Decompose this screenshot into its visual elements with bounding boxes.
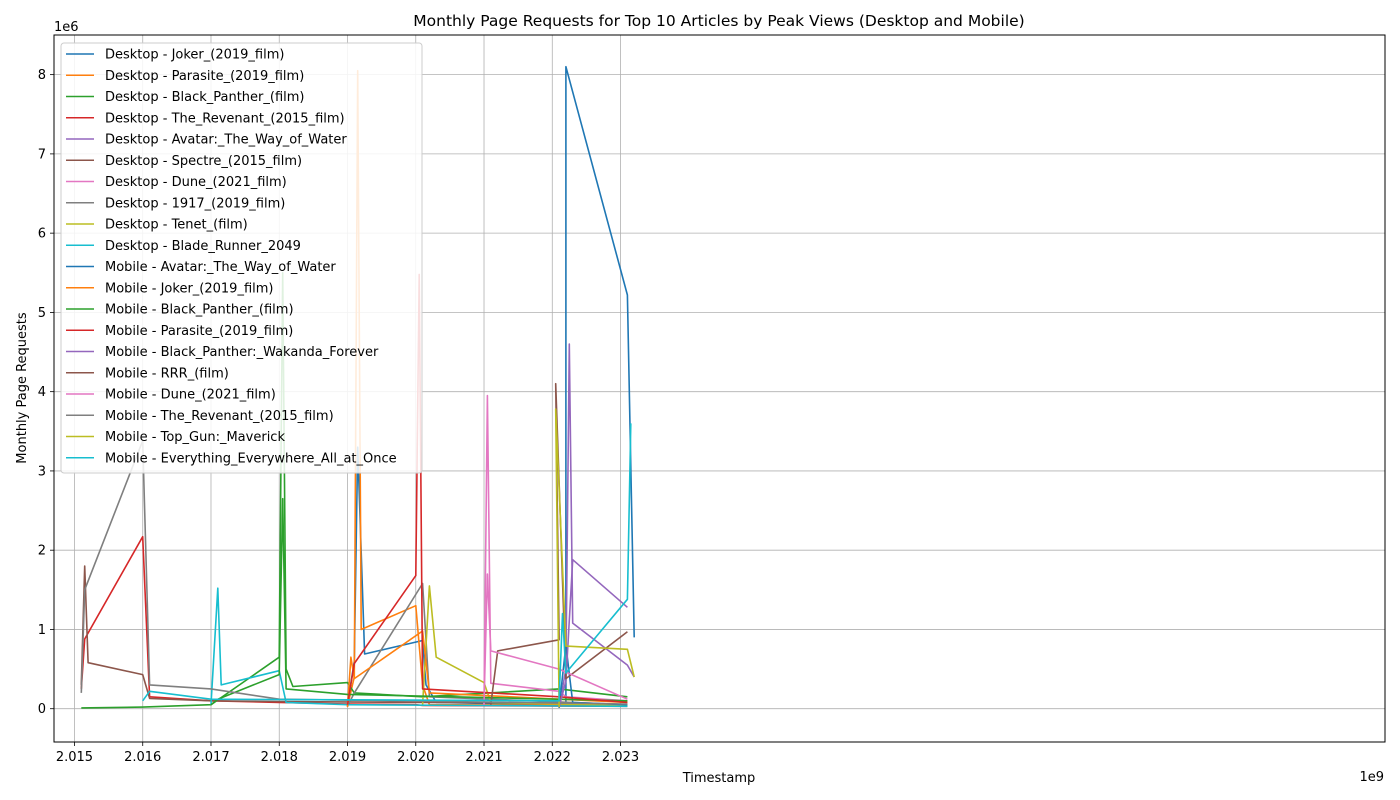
legend: Desktop - Joker_(2019_film) Desktop - Par… — [60, 42, 423, 474]
legend-entry: Desktop - Avatar:_The_Way_of_Water — [105, 133, 347, 148]
series-line-17 — [483, 573, 628, 705]
legend-entry: Desktop - Parasite_(2019_film) — [105, 69, 304, 84]
chart-title: Monthly Page Requests for Top 10 Article… — [413, 12, 1024, 30]
x-tick-label: 2.021 — [465, 750, 502, 765]
legend-entry: Mobile - Black_Panther_(film) — [105, 303, 294, 318]
y-axis-offset-label: 1e6 — [54, 20, 79, 35]
y-tick-label: 4 — [38, 385, 46, 400]
legend-entry: Mobile - Joker_(2019_film) — [105, 281, 274, 296]
plot-frame — [53, 34, 1386, 743]
y-axis-label: Monthly Page Requests — [15, 312, 30, 464]
series-line-8 — [346, 582, 628, 707]
legend-entry: Mobile - Avatar:_The_Way_of_Water — [105, 260, 336, 275]
series-lines — [80, 65, 635, 709]
legend-entry: Desktop - Blade_Runner_2049 — [105, 239, 301, 254]
y-tick-label: 2 — [38, 544, 46, 559]
series-line-12 — [346, 630, 628, 708]
y-tick-label: 8 — [38, 68, 46, 83]
legend-entry: Desktop - Joker_(2019_film) — [105, 48, 284, 63]
x-tick-label: 2.018 — [261, 750, 298, 765]
y-tick-label: 1 — [38, 623, 46, 638]
legend-entry: Mobile - Black_Panther:_Wakanda_Forever — [105, 345, 379, 360]
legend-entry: Mobile - Top_Gun:_Maverick — [105, 430, 285, 445]
x-tick-label: 2.017 — [192, 750, 229, 765]
legend-entry: Mobile - Everything_Everywhere_All_at_On… — [105, 451, 397, 466]
series-line-20 — [142, 423, 632, 702]
axis-ticks: 2.015 2.016 2.017 2.018 2.019 2.020 2.021 2.022… — [38, 68, 639, 765]
series-line-5 — [558, 343, 635, 708]
legend-entry: Desktop - Spectre_(2015_film) — [105, 154, 302, 169]
x-tick-label: 2.015 — [56, 750, 93, 765]
y-tick-label: 3 — [38, 464, 46, 479]
legend-entry: Desktop - Dune_(2021_film) — [105, 175, 287, 190]
x-axis-label: Timestamp — [682, 771, 756, 786]
x-tick-label: 2.016 — [124, 750, 161, 765]
series-line-15 — [558, 558, 628, 708]
x-axis-offset-label: 1e9 — [1359, 770, 1384, 785]
x-tick-label: 2.022 — [534, 750, 571, 765]
legend-entry: Mobile - Dune_(2021_film) — [105, 388, 276, 403]
y-tick-label: 5 — [38, 306, 46, 321]
legend-box — [60, 42, 423, 474]
series-line-19 — [554, 408, 635, 708]
y-tick-label: 0 — [38, 702, 46, 717]
legend-entry: Desktop - Black_Panther_(film) — [105, 90, 305, 105]
legend-entry: Desktop - Tenet_(film) — [105, 218, 248, 233]
x-tick-label: 2.020 — [397, 750, 434, 765]
legend-entry: Desktop - 1917_(2019_film) — [105, 196, 285, 211]
series-line-3 — [81, 271, 628, 709]
legend-entry: Desktop - The_Revenant_(2015_film) — [105, 111, 345, 126]
legend-entry: Mobile - The_Revenant_(2015_film) — [105, 409, 334, 424]
x-tick-label: 2.019 — [329, 750, 366, 765]
x-tick-label: 2.023 — [602, 750, 639, 765]
y-tick-label: 6 — [38, 227, 46, 242]
legend-entry: Mobile - RRR_(film) — [105, 366, 229, 381]
legend-entry: Mobile - Parasite_(2019_film) — [105, 324, 293, 339]
y-tick-label: 7 — [38, 147, 46, 162]
